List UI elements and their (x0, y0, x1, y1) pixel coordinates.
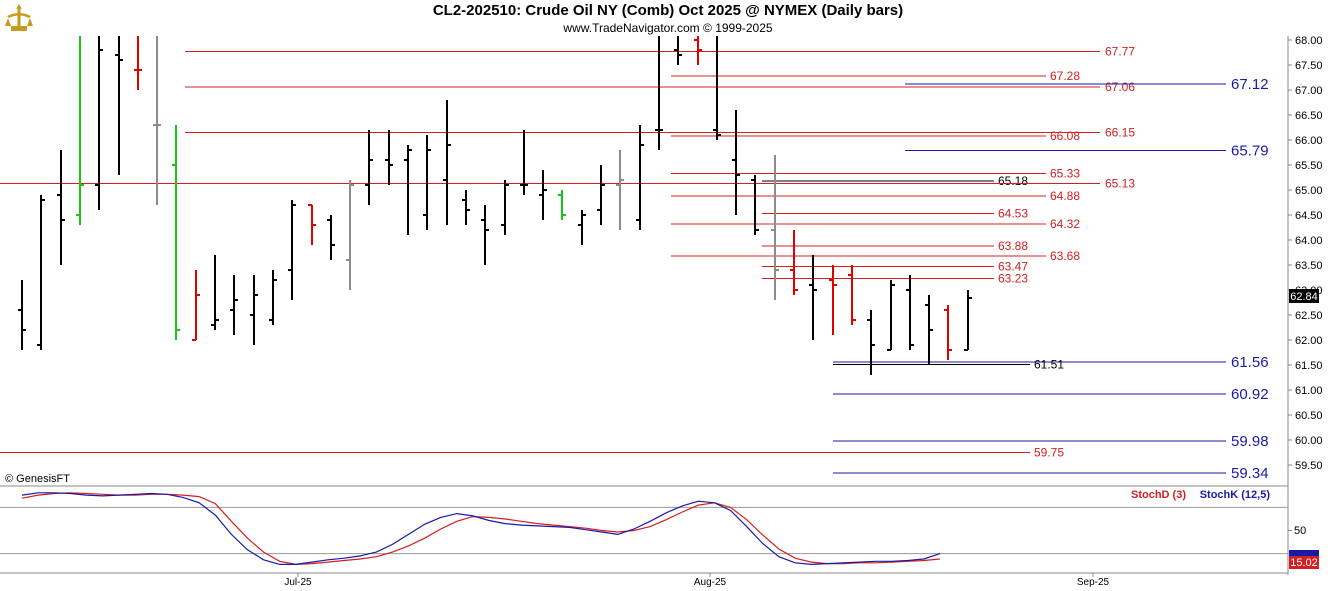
level-label: 66.08 (1050, 129, 1080, 143)
legend-stochd: StochD (3) (1131, 489, 1186, 501)
level-label: 61.56 (1231, 354, 1269, 371)
level-label: 64.32 (1050, 217, 1080, 231)
date-axis-labels: Jul-25 Aug-25 Sep-25 (284, 573, 1110, 588)
price-tick-label: 65.00 (1295, 185, 1323, 197)
price-tick-label: 60.00 (1295, 435, 1323, 447)
price-tick-label: 61.50 (1295, 360, 1323, 372)
level-label: 63.23 (998, 272, 1028, 286)
level-label: 63.47 (998, 260, 1028, 274)
chart-subtitle: www.TradeNavigator.com © 1999-2025 (563, 21, 773, 35)
level-label: 59.34 (1231, 465, 1269, 482)
price-tick-label: 63.50 (1295, 260, 1323, 272)
legend-stochk: StochK (12,5) (1200, 489, 1271, 501)
level-label: 65.33 (1050, 167, 1080, 181)
date-label: Sep-25 (1077, 577, 1110, 588)
level-label: 67.28 (1050, 69, 1080, 83)
last-price-label: 62.84 (1290, 291, 1318, 303)
price-tick-label: 60.50 (1295, 410, 1323, 422)
stochastic-panel (0, 492, 1292, 566)
level-label: 59.98 (1231, 433, 1269, 450)
stoch-last-marker: 15.02 (1289, 550, 1319, 569)
ohlc-bars (18, 36, 972, 375)
price-tick-label: 66.50 (1295, 110, 1323, 122)
level-label: 65.79 (1231, 143, 1269, 160)
level-label: 65.13 (1105, 177, 1135, 191)
date-label: Aug-25 (694, 577, 727, 588)
price-tick-label: 64.00 (1295, 235, 1323, 247)
price-tick-label: 59.50 (1295, 460, 1323, 472)
genesis-logo-icon (2, 2, 36, 34)
price-tick-label: 62.50 (1295, 310, 1323, 322)
level-label: 64.53 (998, 207, 1028, 221)
price-tick-label: 64.50 (1295, 210, 1323, 222)
price-panel (0, 36, 1288, 486)
level-label: 65.18 (998, 174, 1028, 188)
level-lines: 67.77 67.28 67.06 67.12 66.15 66.08 65.79 65.33… (0, 45, 1269, 482)
stoch-tick-50: 50 (1294, 525, 1306, 537)
level-label: 64.88 (1050, 189, 1080, 203)
price-tick-label: 61.00 (1295, 385, 1323, 397)
price-tick-label: 67.00 (1295, 85, 1323, 97)
price-tick-label: 68.00 (1295, 35, 1323, 47)
copyright-label: © GenesisFT (5, 473, 70, 485)
level-label: 60.92 (1231, 386, 1269, 403)
level-label: 67.06 (1105, 80, 1135, 94)
price-tick-label: 66.00 (1295, 135, 1323, 147)
level-label: 61.51 (1034, 358, 1064, 372)
chart-title: CL2-202510: Crude Oil NY (Comb) Oct 2025… (432, 2, 904, 19)
level-label: 67.77 (1105, 45, 1135, 59)
level-label: 59.75 (1034, 446, 1064, 460)
level-label: 63.68 (1050, 249, 1080, 263)
price-tick-label: 67.50 (1295, 60, 1323, 72)
stoch-last-label: 15.02 (1290, 557, 1318, 569)
price-tick-label: 65.50 (1295, 160, 1323, 172)
level-label: 67.12 (1231, 76, 1269, 93)
level-label: 66.15 (1105, 126, 1135, 140)
price-axis-ticks: 68.00 67.50 67.00 66.50 66.00 65.50 65.00 64.50… (1288, 35, 1323, 472)
stoch-series-line (21, 492, 941, 566)
level-label: 63.88 (998, 239, 1028, 253)
last-price-marker: 62.84 (1289, 289, 1319, 303)
date-label: Jul-25 (284, 577, 312, 588)
price-tick-label: 62.00 (1295, 335, 1323, 347)
stoch-series-line (21, 492, 941, 566)
